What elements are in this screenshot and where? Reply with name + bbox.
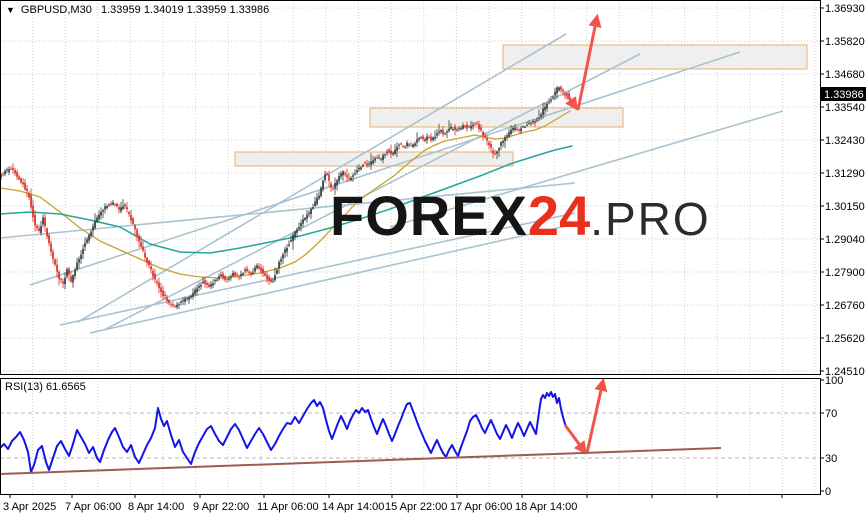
rsi-indicator-label: RSI(13) 61.6565 bbox=[5, 381, 86, 393]
svg-text:70: 70 bbox=[825, 408, 837, 420]
svg-text:15 Apr 22:00: 15 Apr 22:00 bbox=[385, 501, 447, 513]
svg-text:1.27900: 1.27900 bbox=[825, 267, 865, 279]
svg-text:1.31290: 1.31290 bbox=[825, 168, 865, 180]
supply-demand-zones bbox=[234, 44, 808, 167]
chart-title-bar: ▼ GBPUSD,M30 1.33959 1.34019 1.33959 1.3… bbox=[6, 4, 269, 16]
svg-text:1.26760: 1.26760 bbox=[825, 300, 865, 312]
svg-text:7 Apr 06:00: 7 Apr 06:00 bbox=[65, 501, 121, 513]
arrow-main_up bbox=[576, 13, 602, 111]
arrow-rsi_down bbox=[563, 424, 587, 455]
symbol-dropdown-icon[interactable]: ▼ bbox=[6, 5, 15, 15]
svg-text:1.36930: 1.36930 bbox=[825, 3, 865, 15]
svg-text:1.33986: 1.33986 bbox=[824, 89, 864, 101]
svg-text:0: 0 bbox=[825, 486, 831, 498]
svg-text:11 Apr 06:00: 11 Apr 06:00 bbox=[257, 501, 319, 513]
svg-text:17 Apr 06:00: 17 Apr 06:00 bbox=[450, 501, 512, 513]
svg-text:1.30150: 1.30150 bbox=[825, 201, 865, 213]
svg-text:1.32430: 1.32430 bbox=[825, 135, 865, 147]
rsi-indicator bbox=[0, 391, 722, 475]
svg-text:1.33540: 1.33540 bbox=[825, 102, 865, 114]
svg-text:30: 30 bbox=[825, 453, 837, 465]
svg-text:1.24510: 1.24510 bbox=[825, 366, 865, 378]
panel-frames bbox=[0, 0, 821, 495]
arrow-main_down bbox=[564, 92, 578, 111]
svg-text:8 Apr 14:00: 8 Apr 14:00 bbox=[128, 501, 184, 513]
svg-text:18 Apr 14:00: 18 Apr 14:00 bbox=[515, 501, 577, 513]
svg-text:14 Apr 14:00: 14 Apr 14:00 bbox=[322, 501, 384, 513]
time-axis[interactable]: 3 Apr 2025 7 Apr 06:00 8 Apr 14:00 9 Apr 22… bbox=[3, 494, 783, 513]
moving-averages bbox=[0, 110, 573, 279]
svg-text:1.35820: 1.35820 bbox=[825, 36, 865, 48]
svg-text:9 Apr 22:00: 9 Apr 22:00 bbox=[193, 501, 249, 513]
svg-text:1.25620: 1.25620 bbox=[825, 333, 865, 345]
svg-text:100: 100 bbox=[825, 375, 843, 387]
gridlines bbox=[0, 0, 820, 494]
chart-title: GBPUSD,M30 1.33959 1.34019 1.33959 1.339… bbox=[20, 4, 270, 16]
forecast-arrows bbox=[563, 13, 608, 455]
svg-text:3 Apr 2025: 3 Apr 2025 bbox=[3, 501, 56, 513]
svg-text:1.34680: 1.34680 bbox=[825, 69, 865, 81]
arrow-rsi_up bbox=[585, 377, 608, 454]
trendlines bbox=[0, 33, 784, 334]
price-axis[interactable]: 1.36930 1.35820 1.34680 1.33540 1.32430 1.312… bbox=[820, 3, 866, 498]
svg-text:1.29040: 1.29040 bbox=[825, 234, 865, 246]
